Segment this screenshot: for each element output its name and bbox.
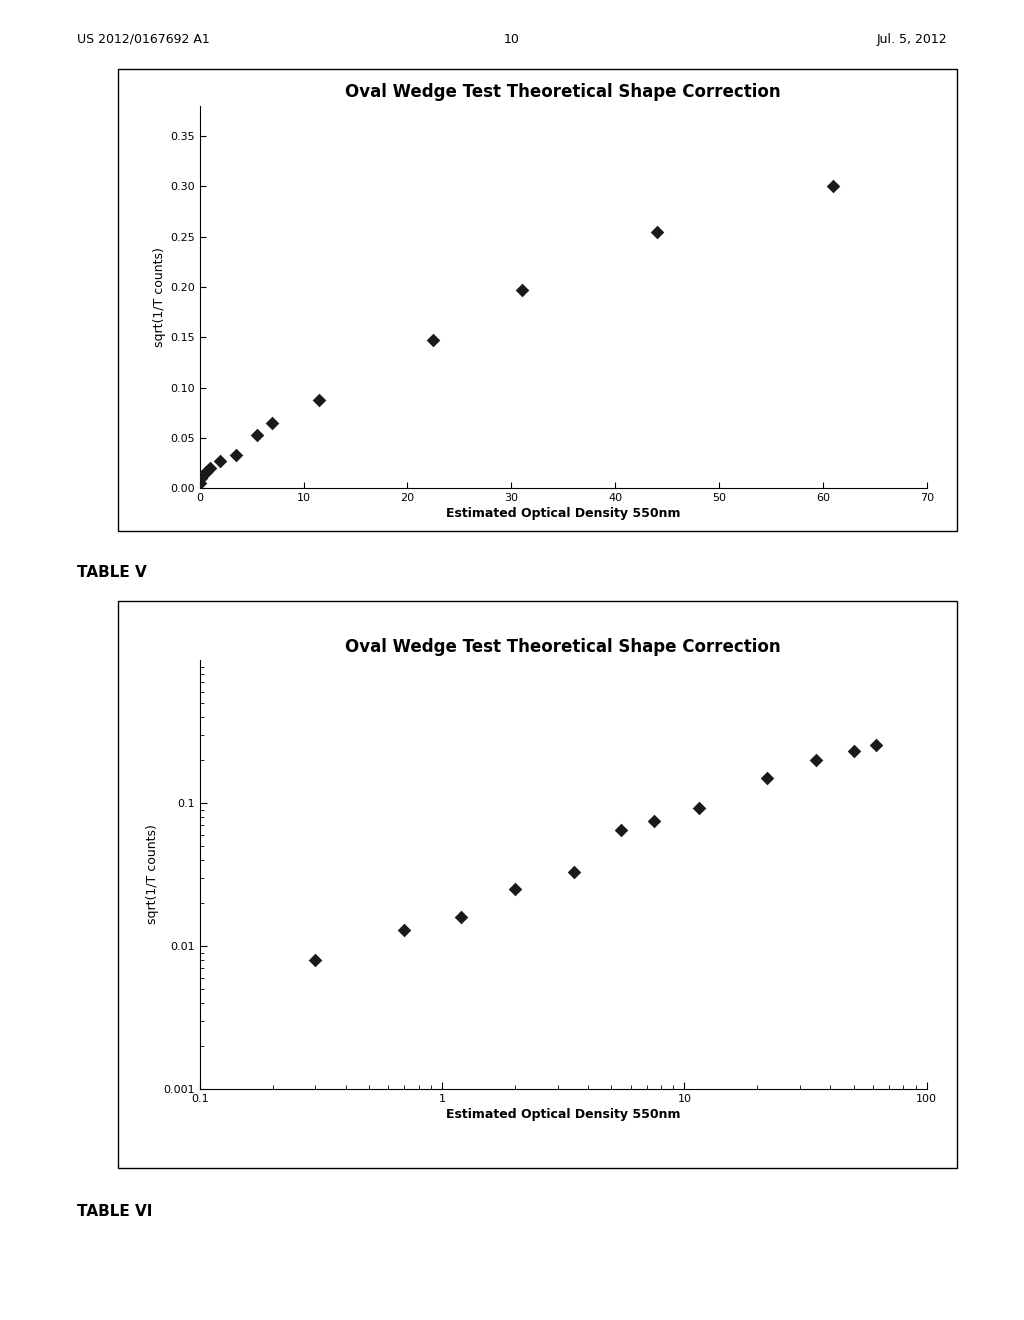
Y-axis label: sqrt(1/T counts): sqrt(1/T counts)	[146, 825, 159, 924]
Point	[513, 280, 529, 301]
Point	[565, 861, 582, 882]
Point	[825, 176, 842, 197]
Title: Oval Wedge Test Theoretical Shape Correction: Oval Wedge Test Theoretical Shape Correc…	[345, 638, 781, 656]
Point	[198, 462, 214, 483]
Point	[453, 907, 469, 928]
Text: TABLE V: TABLE V	[77, 565, 146, 579]
Text: Jul. 5, 2012: Jul. 5, 2012	[877, 33, 947, 46]
Point	[759, 767, 775, 788]
Point	[202, 458, 218, 479]
Point	[307, 949, 324, 970]
Point	[646, 810, 663, 832]
Point	[846, 741, 862, 762]
X-axis label: Estimated Optical Density 550nm: Estimated Optical Density 550nm	[445, 507, 681, 520]
Text: 10: 10	[504, 33, 520, 46]
Point	[648, 220, 665, 242]
Point	[249, 425, 265, 446]
Point	[868, 734, 885, 755]
Point	[195, 465, 211, 486]
Point	[193, 473, 209, 494]
Title: Oval Wedge Test Theoretical Shape Correction: Oval Wedge Test Theoretical Shape Correc…	[345, 83, 781, 102]
Point	[212, 450, 228, 471]
Text: TABLE VI: TABLE VI	[77, 1204, 153, 1218]
Point	[227, 445, 245, 466]
Point	[264, 412, 281, 433]
Text: US 2012/0167692 A1: US 2012/0167692 A1	[77, 33, 210, 46]
Point	[507, 879, 523, 900]
Point	[311, 389, 328, 411]
Point	[613, 820, 630, 841]
Point	[425, 330, 441, 351]
Y-axis label: sqrt(1/T counts): sqrt(1/T counts)	[153, 247, 166, 347]
Point	[691, 797, 708, 818]
Point	[396, 919, 413, 940]
Point	[808, 750, 824, 771]
X-axis label: Estimated Optical Density 550nm: Estimated Optical Density 550nm	[445, 1107, 681, 1121]
Point	[194, 467, 210, 488]
